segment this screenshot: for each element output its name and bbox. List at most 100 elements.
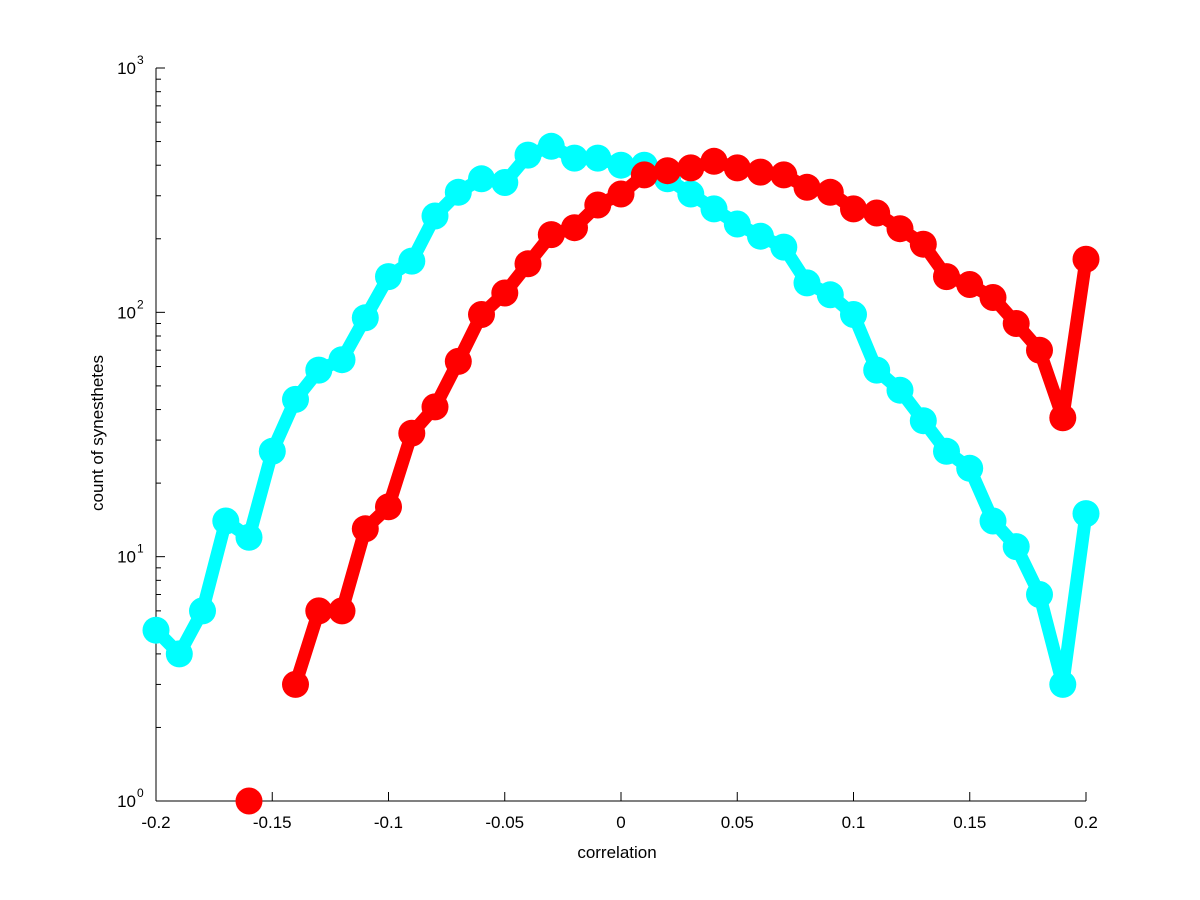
series-1-point bbox=[700, 195, 728, 223]
series-2-point bbox=[979, 284, 1007, 311]
series-1-point bbox=[886, 376, 914, 404]
series-1-point bbox=[584, 144, 612, 172]
y-tick-exponent: 0 bbox=[137, 786, 144, 800]
series-1-point bbox=[793, 269, 821, 297]
series-1-point bbox=[212, 507, 240, 535]
series-2-point bbox=[654, 157, 681, 185]
series-2-point bbox=[607, 180, 635, 208]
series-2-point bbox=[375, 493, 402, 521]
series-2-point bbox=[909, 230, 937, 258]
y-tick-label: 10 bbox=[117, 792, 136, 811]
series-1-point bbox=[723, 210, 751, 238]
y-tick-exponent: 2 bbox=[137, 297, 144, 311]
series-2-point bbox=[747, 158, 774, 186]
series-1-point bbox=[537, 132, 565, 160]
series-1-point bbox=[933, 437, 960, 465]
series-1-point bbox=[258, 437, 286, 465]
x-tick-label: 0.15 bbox=[953, 813, 986, 832]
x-tick-label: -0.05 bbox=[485, 813, 524, 832]
series-2-point bbox=[863, 199, 891, 227]
series-2-point bbox=[1002, 310, 1030, 337]
series-2-point bbox=[398, 419, 426, 447]
series-1-point bbox=[491, 169, 519, 196]
y-axis-label: count of synesthetes bbox=[88, 355, 107, 511]
y-tick-exponent: 1 bbox=[137, 542, 144, 556]
series-1-point bbox=[514, 141, 542, 169]
series-2-point bbox=[444, 347, 472, 375]
series-1-point bbox=[1002, 533, 1030, 561]
x-tick-label: 0 bbox=[616, 813, 625, 832]
series-1-point bbox=[747, 222, 774, 250]
series-2-point bbox=[956, 271, 984, 298]
x-tick-label: -0.2 bbox=[141, 813, 170, 832]
series-2-point bbox=[282, 670, 309, 698]
series-1-point bbox=[351, 304, 379, 332]
series-1-point bbox=[421, 202, 449, 230]
series-1-point bbox=[956, 454, 984, 482]
series-1-point bbox=[607, 151, 635, 179]
series-2-point bbox=[630, 161, 658, 189]
series-1-point bbox=[770, 233, 798, 261]
y-tick-exponent: 3 bbox=[137, 53, 144, 67]
series-2-point bbox=[584, 191, 612, 219]
series-1-point bbox=[328, 346, 356, 374]
series-2-point bbox=[514, 250, 542, 278]
series-1-point bbox=[677, 180, 705, 208]
series-2-point bbox=[468, 301, 495, 328]
series-1-point bbox=[909, 407, 937, 435]
series-1-point bbox=[816, 281, 844, 309]
series-layer bbox=[142, 132, 1100, 815]
series-1-point bbox=[305, 356, 333, 384]
x-tick-label: 0.1 bbox=[842, 813, 866, 832]
series-2-point bbox=[1026, 336, 1053, 364]
series-1-point bbox=[398, 247, 426, 275]
series-2-point bbox=[328, 597, 356, 625]
series-1-point bbox=[142, 616, 170, 644]
series-1-point bbox=[1049, 670, 1077, 698]
series-1 bbox=[142, 132, 1100, 698]
series-1-point bbox=[165, 640, 193, 668]
x-axis-label: correlation bbox=[577, 843, 656, 862]
series-2-point bbox=[421, 393, 449, 421]
series-2-point bbox=[537, 221, 565, 249]
series-1-point bbox=[189, 597, 216, 625]
series-1-point bbox=[863, 356, 891, 384]
series-1-point bbox=[1072, 500, 1100, 528]
series-2-point bbox=[1072, 245, 1100, 273]
y-tick-label: 10 bbox=[117, 548, 136, 567]
series-1-point bbox=[561, 144, 588, 172]
series-2-point bbox=[723, 154, 751, 182]
series-1-point bbox=[375, 263, 402, 291]
series-2-point bbox=[1049, 404, 1077, 432]
series-2-point bbox=[816, 178, 844, 206]
y-tick-label: 10 bbox=[117, 303, 136, 322]
y-tick-label: 10 bbox=[117, 59, 136, 78]
series-1-point bbox=[468, 165, 495, 193]
series-2-point bbox=[235, 787, 263, 815]
series-1-point bbox=[282, 385, 309, 413]
x-tick-label: 0.05 bbox=[721, 813, 754, 832]
x-tick-label: 0.2 bbox=[1074, 813, 1098, 832]
series-2-point bbox=[351, 515, 379, 543]
axes: -0.2 -0.15 -0.1 -0.05 0 0.05 0.1 0.15 0.210 010 11… bbox=[117, 53, 1098, 832]
series-2-point bbox=[793, 173, 821, 201]
x-tick-label: -0.15 bbox=[253, 813, 292, 832]
series-1-point bbox=[1026, 581, 1053, 608]
series-1-point bbox=[444, 178, 472, 206]
series-2-point bbox=[491, 279, 519, 307]
series-1-point bbox=[979, 507, 1007, 535]
series-2-point bbox=[700, 147, 728, 175]
series-2-point bbox=[561, 214, 588, 242]
series-1-point bbox=[840, 301, 867, 328]
series-2 bbox=[235, 147, 1100, 815]
x-tick-label: -0.1 bbox=[374, 813, 403, 832]
series-2-point bbox=[770, 161, 798, 189]
series-1-point bbox=[235, 523, 263, 551]
series-2-point bbox=[933, 263, 960, 291]
series-2-point bbox=[840, 195, 867, 223]
series-2-point bbox=[886, 215, 914, 243]
series-2-point bbox=[305, 597, 333, 625]
series-2-point bbox=[677, 154, 705, 182]
